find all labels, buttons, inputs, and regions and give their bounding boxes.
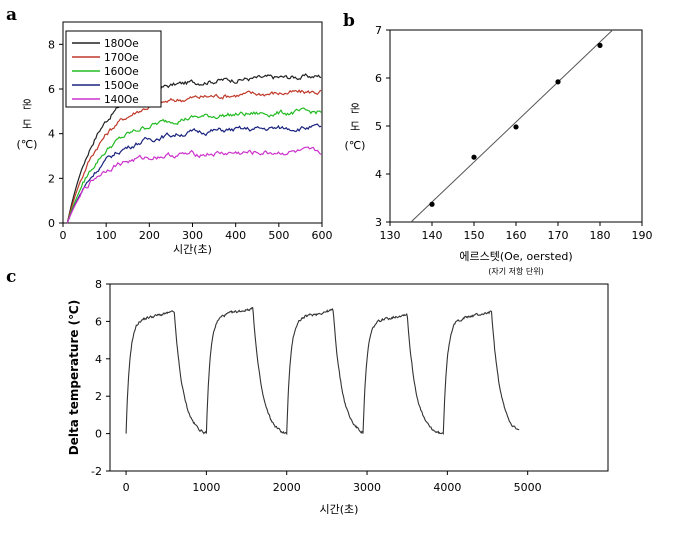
- panel-c-y-tick-label: 8: [95, 278, 102, 291]
- panel-a-x-tick-label: 500: [268, 229, 289, 242]
- panel-b-data-point: [471, 154, 477, 160]
- panel-a-y-tick-label: 6: [48, 83, 55, 96]
- panel-b-x-tick-label: 130: [380, 229, 401, 242]
- panel-b-y-axis-title-3: (℃): [345, 139, 366, 152]
- panel-a-y-tick-label: 4: [48, 128, 55, 141]
- panel-a-x-tick-label: 0: [60, 229, 67, 242]
- panel-c-x-axis-title: 시간(초): [320, 503, 359, 516]
- panel-b-x-tick-label: 170: [548, 229, 569, 242]
- panel-b-data-point: [597, 42, 603, 48]
- panel-c-x-tick-label: 1000: [192, 481, 220, 494]
- panel-a-letter: a: [6, 5, 17, 25]
- panel-b-y-axis-title-1: 온: [350, 102, 360, 115]
- panel-c-x-tick-label: 2000: [273, 481, 301, 494]
- panel-c-y-tick-label: -2: [91, 465, 102, 478]
- panel-c-y-tick-label: 4: [95, 353, 102, 366]
- panel-b-x-axis-note: (자기 저항 단위): [488, 266, 544, 276]
- panel-a-y-tick-label: 8: [48, 38, 55, 51]
- panel-a-y-tick-label: 2: [48, 172, 55, 185]
- panel-a-x-tick-label: 400: [225, 229, 246, 242]
- panel-c-series-line: [125, 306, 520, 436]
- panel-a-y-axis-title-3: (℃): [17, 138, 38, 151]
- panel-a-series-line: [66, 89, 322, 224]
- panel-a-legend: 180Oe 170Oe 160Oe 150Oe 140Oe: [65, 30, 162, 108]
- panel-a-x-tick-label: 600: [312, 229, 333, 242]
- panel-a-series-line: [66, 123, 322, 224]
- panel-b-y-tick-label: 7: [375, 24, 382, 37]
- panel-c-x-tick-label: 3000: [353, 481, 381, 494]
- panel-b-y-tick-label: 5: [375, 120, 382, 133]
- panel-a-series-line: [66, 107, 322, 224]
- panel-a-legend-label: 180Oe: [104, 38, 139, 50]
- panel-b-x-axis-title: 에르스텟(Oe, oersted): [459, 250, 572, 263]
- panel-c-y-tick-label: 0: [95, 428, 102, 441]
- panel-a-legend-label: 140Oe: [104, 94, 139, 106]
- panel-b-y-tick-label: 4: [375, 168, 382, 181]
- panel-c-plot-frame: [109, 283, 609, 472]
- panel-a-y-axis-title-2: 도: [22, 118, 32, 131]
- panel-b-letter: b: [343, 11, 355, 31]
- panel-b-x-tick-label: 190: [632, 229, 653, 242]
- panel-a-x-tick-label: 200: [139, 229, 160, 242]
- panel-c-letter: c: [6, 267, 16, 287]
- panel-c-y-axis-title: Delta temperature (℃): [67, 300, 81, 455]
- panel-c-x-tick-label: 5000: [514, 481, 542, 494]
- panel-a-x-axis-title: 시간(초): [173, 243, 212, 256]
- panel-c-x-tick-label: 4000: [433, 481, 461, 494]
- panel-b-y-axis-title-2: 도: [350, 120, 360, 133]
- panel-b-x-tick-label: 180: [590, 229, 611, 242]
- panel-a-x-tick-label: 100: [96, 229, 117, 242]
- panel-b-chart: 130 140 150 160 170 180 190 3 4 5 6 7 에르스텟(Oe, oerst…: [345, 24, 653, 276]
- panel-c-chart: 0 1000 2000 3000 4000 5000 -2 0 2 4 6 8 시간(초) Delta t…: [67, 278, 609, 516]
- panel-a-series-line: [66, 73, 322, 224]
- panel-a-y-axis-title-1: 온: [22, 98, 32, 111]
- panel-b-y-tick-label: 3: [375, 216, 382, 229]
- panel-b-fit-line: [410, 29, 613, 223]
- panel-b-data-point: [555, 79, 561, 85]
- panel-b-x-tick-label: 160: [506, 229, 527, 242]
- panel-b-y-tick-label: 6: [375, 72, 382, 85]
- panel-a-legend-label: 160Oe: [104, 66, 139, 78]
- panel-a-x-tick-label: 300: [182, 229, 203, 242]
- panel-a-chart: 0 100 200 300 400 500 60002468시간(초)온도(℃)180Oe1…: [17, 21, 333, 256]
- panel-b-data-point: [429, 201, 435, 207]
- panel-b-data-point: [513, 124, 519, 130]
- panel-a-y-tick-label: 0: [48, 217, 55, 230]
- panel-a-legend-label: 150Oe: [104, 80, 139, 92]
- panel-b-x-tick-label: 140: [422, 229, 443, 242]
- panel-a-series-line: [66, 146, 322, 224]
- panel-c-x-tick-label: 0: [123, 481, 130, 494]
- panel-c-y-tick-label: 6: [95, 315, 102, 328]
- panel-c-y-tick-label: 2: [95, 390, 102, 403]
- panel-b-x-tick-label: 150: [464, 229, 485, 242]
- panel-a-legend-label: 170Oe: [104, 52, 139, 64]
